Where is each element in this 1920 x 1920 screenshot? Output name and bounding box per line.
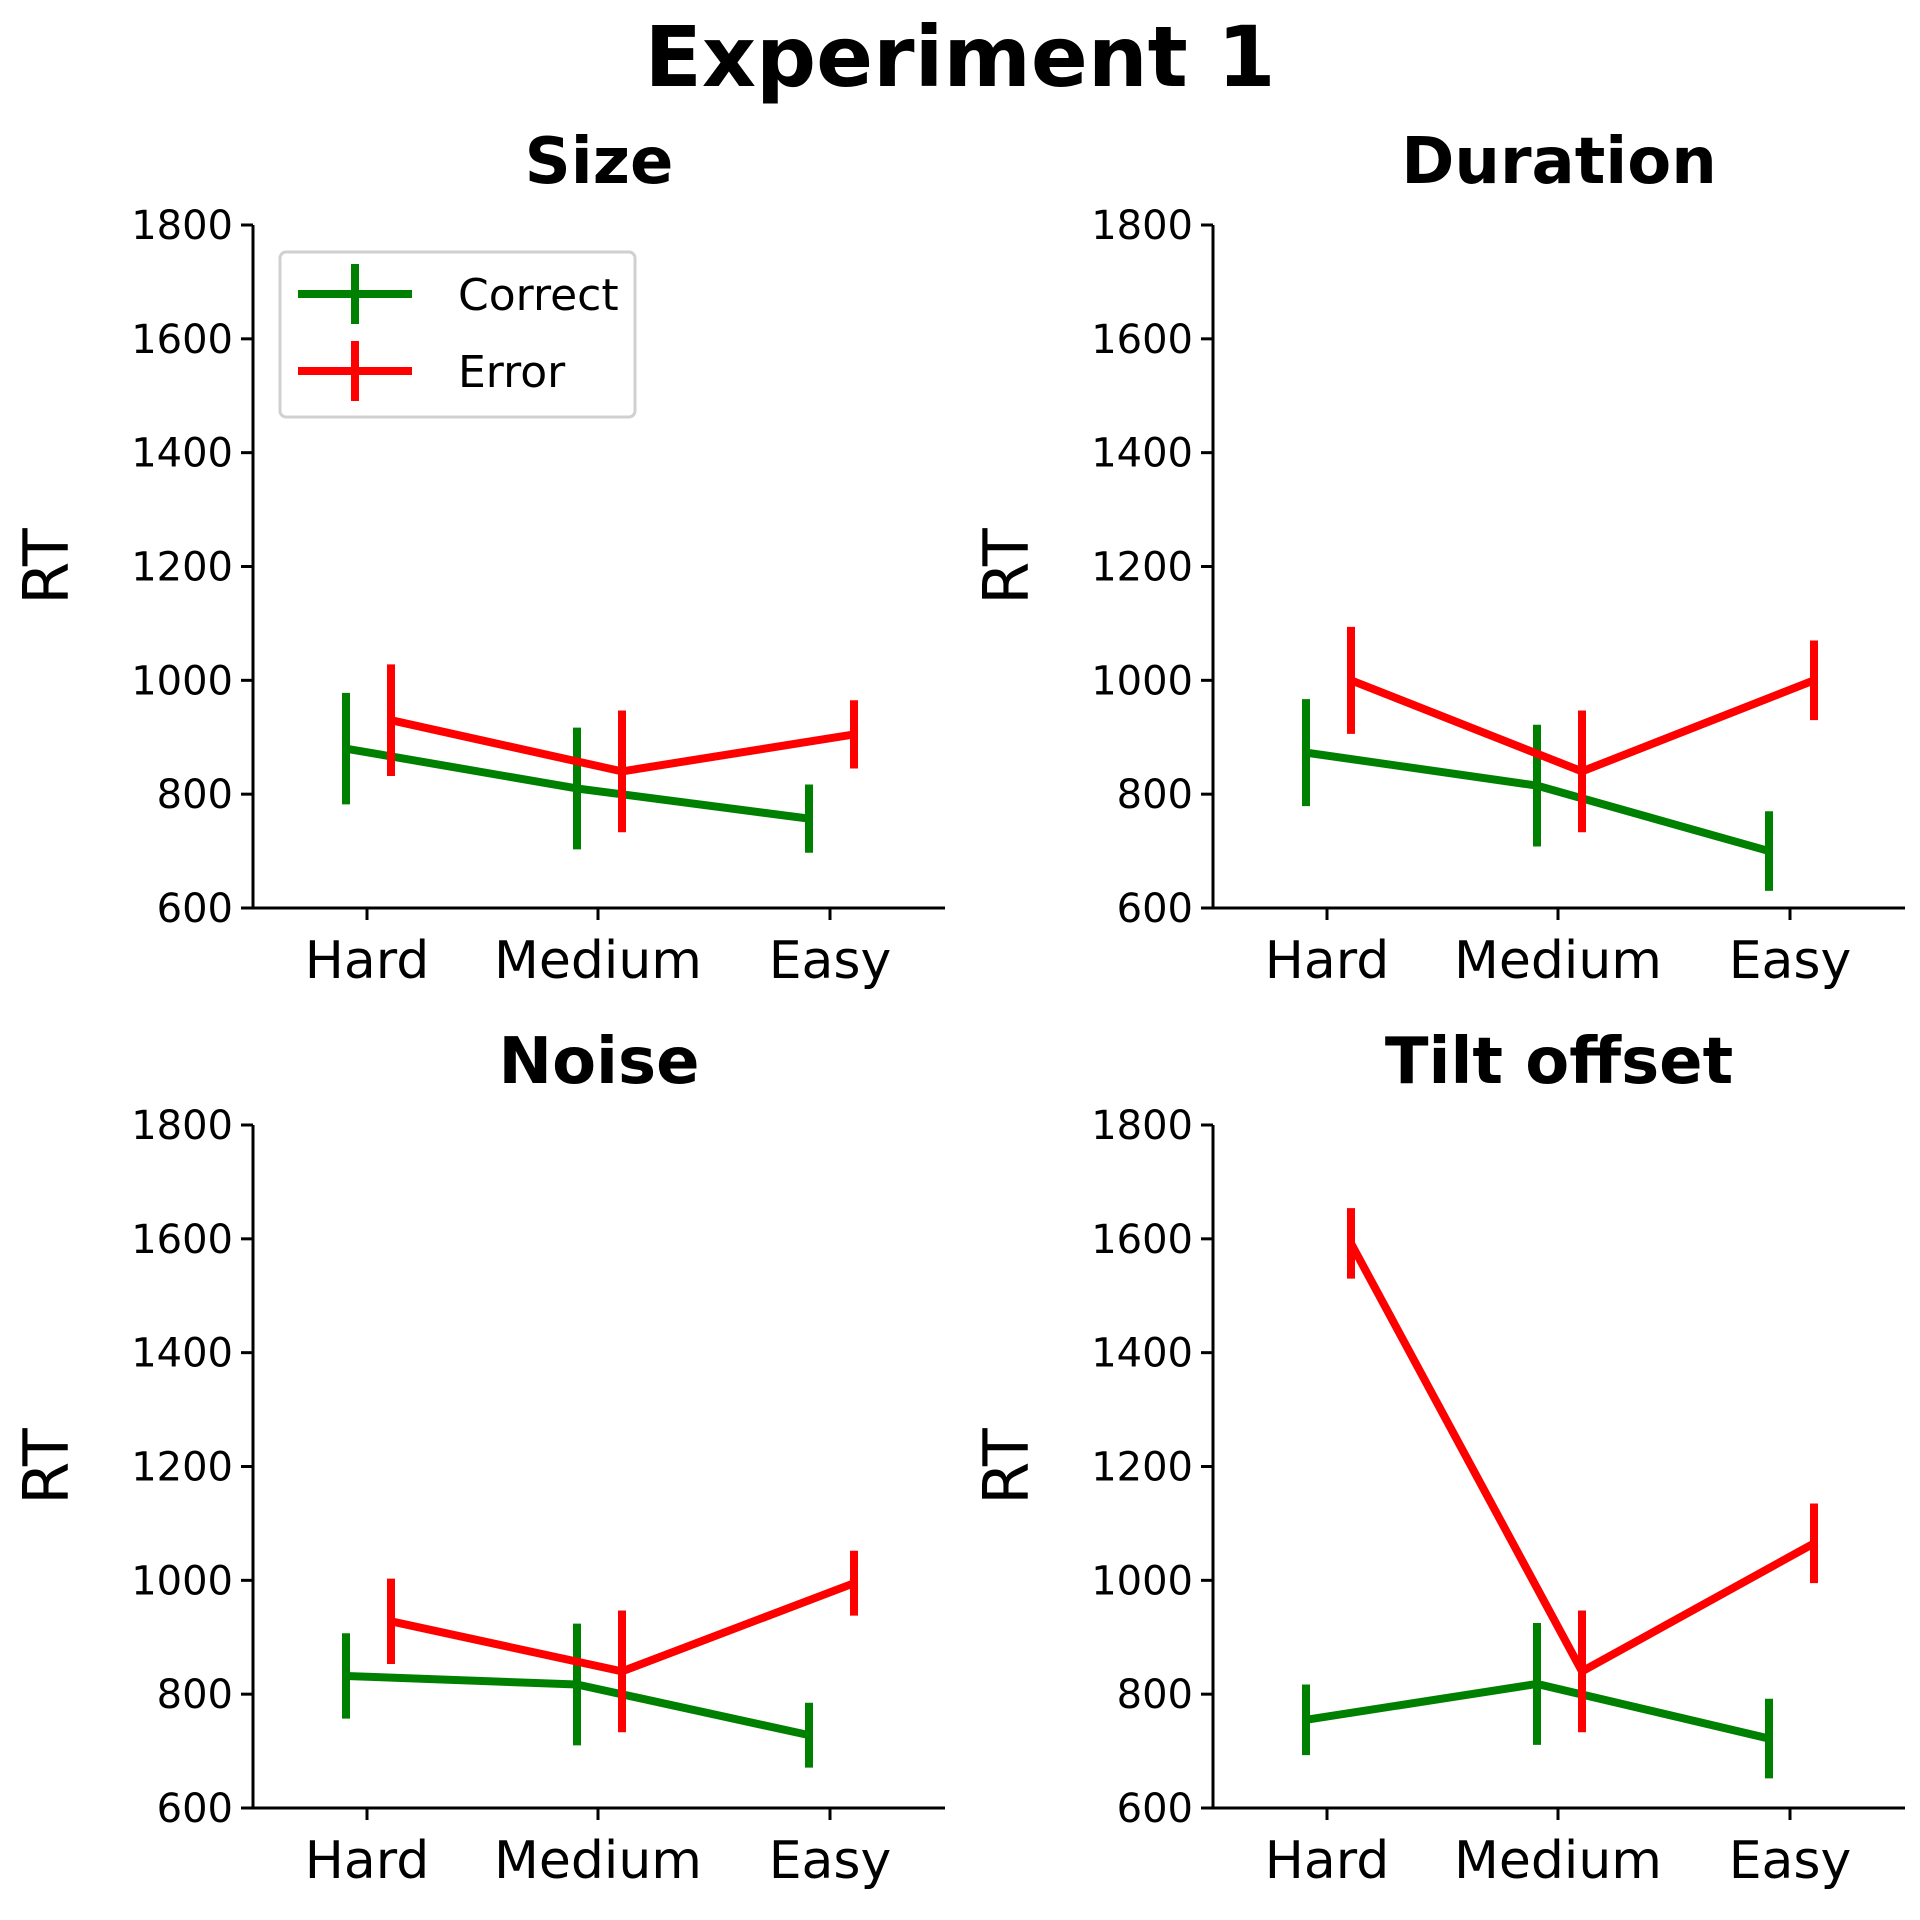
panel-3-error-point	[618, 1667, 626, 1676]
panel-2-ytick-label: 1400	[1091, 431, 1193, 477]
panel-2-correct-point	[1533, 781, 1541, 790]
panel-1-ytick-label: 1000	[131, 658, 233, 704]
panel-3-title: Noise	[499, 1025, 700, 1099]
figure-title: Experiment 1	[644, 8, 1275, 106]
panel-3-ylabel: RT	[10, 1427, 83, 1505]
panel-4-ytick-label: 1800	[1091, 1103, 1193, 1149]
panel-3-xtick-label: Medium	[494, 1831, 702, 1891]
panel-3-error-point	[850, 1579, 858, 1588]
panel-1-error-point	[618, 767, 626, 776]
panel-4-error-point	[1347, 1239, 1355, 1248]
panel-1-correct-point	[805, 814, 813, 823]
panel-3-correct-point	[805, 1731, 813, 1740]
panel-2-ytick-label: 1200	[1091, 545, 1193, 591]
panel-1-ytick-label: 1200	[131, 545, 233, 591]
panel-3-xtick-label: Hard	[305, 1831, 429, 1891]
panel-1-ytick-label: 800	[157, 772, 233, 818]
panel-4-title: Tilt offset	[1385, 1025, 1733, 1099]
panel-4-ytick-label: 1400	[1091, 1331, 1193, 1377]
panel-3-ytick-label: 1600	[131, 1217, 233, 1263]
panel-2-xtick-label: Medium	[1454, 931, 1662, 991]
panel-2-ylabel: RT	[970, 527, 1043, 605]
panel-4-error-point	[1810, 1539, 1818, 1548]
panel-2-ytick-label: 600	[1117, 886, 1193, 932]
panel-2-ytick-label: 800	[1117, 772, 1193, 818]
panel-1-correct-point	[342, 744, 350, 753]
panel-4-xtick-label: Easy	[1729, 1831, 1852, 1891]
panel-4-ytick-label: 600	[1117, 1786, 1193, 1832]
panel-4-xtick-label: Hard	[1265, 1831, 1389, 1891]
panel-2-ytick-label: 1600	[1091, 317, 1193, 363]
panel-2-correct-point	[1302, 748, 1310, 757]
panel-2-correct-point	[1765, 847, 1773, 856]
panel-1-xtick-label: Easy	[769, 931, 892, 991]
panel-4-ytick-label: 800	[1117, 1672, 1193, 1718]
panel-3-xtick-label: Easy	[769, 1831, 892, 1891]
panel-4-xtick-label: Medium	[1454, 1831, 1662, 1891]
panel-4-error-point	[1578, 1667, 1586, 1676]
panel-2-ytick-label: 1000	[1091, 658, 1193, 704]
panel-2-xtick-label: Hard	[1265, 931, 1389, 991]
panel-2-ytick-label: 1800	[1091, 203, 1193, 249]
panel-1-xtick-label: Medium	[494, 931, 702, 991]
panel-3-ytick-label: 1800	[131, 1103, 233, 1149]
panel-1-ytick-label: 600	[157, 886, 233, 932]
panel-4-ytick-label: 1200	[1091, 1445, 1193, 1491]
panel-2-xtick-label: Easy	[1729, 931, 1852, 991]
panel-4-ytick-label: 1000	[1091, 1558, 1193, 1604]
panel-1-correct-point	[573, 784, 581, 793]
panel-3-correct-point	[342, 1671, 350, 1680]
panel-3-ytick-label: 600	[157, 1786, 233, 1832]
panel-1-ylabel: RT	[10, 527, 83, 605]
panel-2-error-point	[1810, 676, 1818, 685]
panel-4-ytick-label: 1600	[1091, 1217, 1193, 1263]
panel-1-ytick-label: 1600	[131, 317, 233, 363]
panel-1-error-point	[387, 716, 395, 725]
panel-3-error-point	[387, 1617, 395, 1626]
panel-1-title: Size	[525, 125, 674, 199]
panel-4-correct-point	[1533, 1679, 1541, 1688]
panel-2-error-point	[1347, 676, 1355, 685]
panel-4-correct-point	[1765, 1734, 1773, 1743]
panel-3-correct-point	[573, 1680, 581, 1689]
panel-4-ylabel: RT	[970, 1427, 1043, 1505]
panel-1-error-point	[850, 730, 858, 739]
panel-3-ytick-label: 800	[157, 1672, 233, 1718]
panel-3-ytick-label: 1400	[131, 1331, 233, 1377]
panel-1-ytick-label: 1400	[131, 431, 233, 477]
panel-1-xtick-label: Hard	[305, 931, 429, 991]
panel-3-ytick-label: 1000	[131, 1558, 233, 1604]
panel-1-legend-correct-label: Correct	[458, 270, 619, 321]
panel-4-error-line	[1347, 1241, 1816, 1676]
panel-1-ytick-label: 1800	[131, 203, 233, 249]
panel-2-title: Duration	[1401, 125, 1717, 199]
panel-3-ytick-label: 1200	[131, 1445, 233, 1491]
panel-2-error-point	[1578, 767, 1586, 776]
panel-4-correct-point	[1302, 1715, 1310, 1724]
panel-1-legend-error-label: Error	[458, 347, 566, 398]
